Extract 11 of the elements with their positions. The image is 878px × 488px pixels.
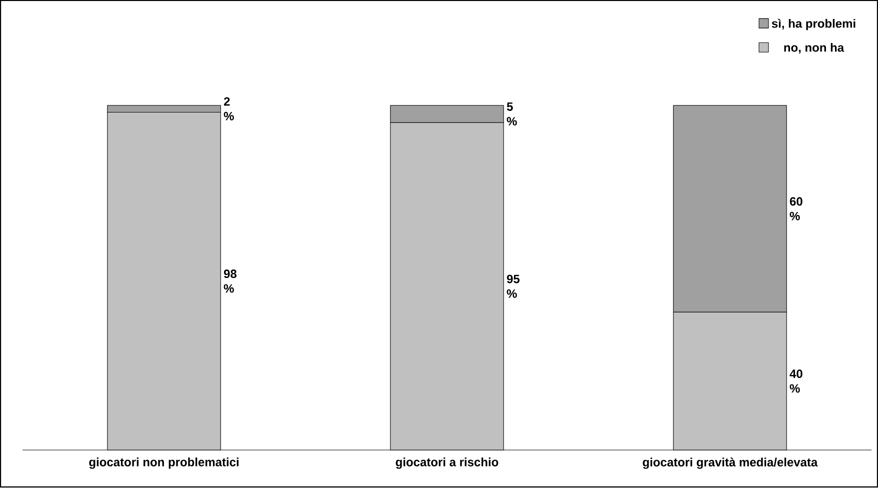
legend-label: no, non ha [784,43,844,54]
data-label: 98 % [224,270,237,293]
legend-label: sì, ha problemi [772,19,856,30]
data-label: 95 % [506,274,520,298]
data-label: 2 % [224,97,234,121]
x-tick-label: giocatori non problematici [89,458,238,470]
data-label: 5 % [506,102,517,126]
data-label: 40 % [790,370,802,393]
x-tick-label: giocatori gravità media/elevata [642,458,818,470]
data-label: 60 % [790,197,802,221]
x-tick-label: giocatori a rischio [396,458,498,470]
